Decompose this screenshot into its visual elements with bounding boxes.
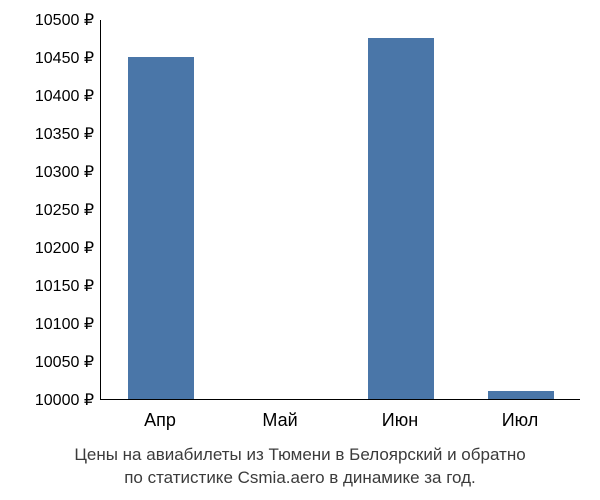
x-tick-label: Апр [144,410,176,431]
y-tick-label: 10400 ₽ [4,86,94,106]
plot-area [100,20,580,400]
y-tick-label: 10100 ₽ [4,314,94,334]
y-tick-label: 10050 ₽ [4,352,94,372]
y-tick-label: 10350 ₽ [4,124,94,144]
bar [128,57,194,399]
caption-line-1: Цены на авиабилеты из Тюмени в Белоярски… [74,445,525,464]
bar [368,38,434,399]
y-tick-label: 10450 ₽ [4,48,94,68]
x-tick-label: Июн [382,410,418,431]
chart-caption: Цены на авиабилеты из Тюмени в Белоярски… [0,444,600,490]
y-tick-label: 10200 ₽ [4,238,94,258]
bar [488,391,554,399]
x-tick-label: Май [262,410,297,431]
y-tick-label: 10500 ₽ [4,10,94,30]
y-tick-label: 10250 ₽ [4,200,94,220]
y-tick-label: 10000 ₽ [4,390,94,410]
price-chart: Цены на авиабилеты из Тюмени в Белоярски… [0,0,600,500]
y-tick-label: 10300 ₽ [4,162,94,182]
x-tick-label: Июл [502,410,539,431]
caption-line-2: по статистике Csmia.aero в динамике за г… [124,468,476,487]
y-tick-label: 10150 ₽ [4,276,94,296]
